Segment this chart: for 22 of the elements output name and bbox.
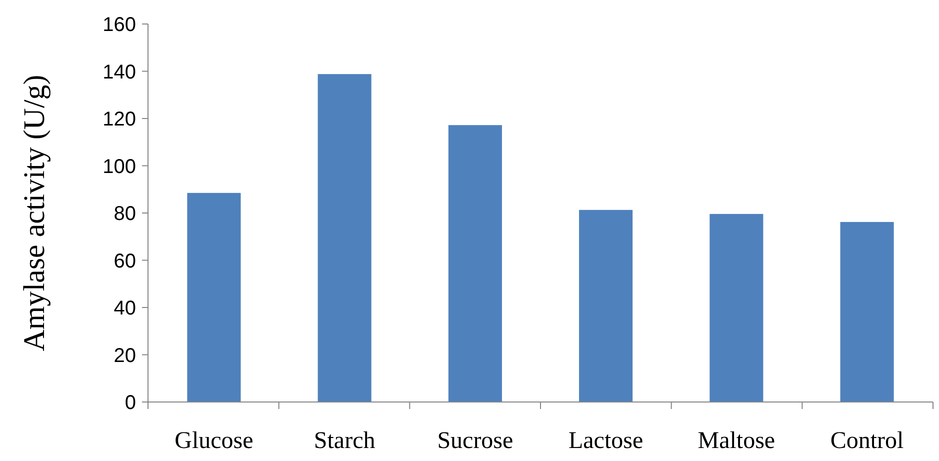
bar [187,192,241,402]
bar [840,222,894,402]
x-tick-label: Sucrose [437,428,514,454]
x-tick-label: Maltose [698,428,776,454]
y-tick-label: 60 [114,250,136,272]
x-tick-label: Control [830,428,904,454]
y-axis-title: Amylase activity (U/g) [18,74,51,352]
y-tick-label: 80 [114,203,136,225]
y-tick-label: 120 [102,108,136,130]
x-tick-label: Starch [314,428,376,454]
y-tick-label: 20 [114,344,136,367]
y-tick-label: 0 [124,392,136,414]
y-tick-label: 100 [102,156,136,178]
y-tick-label: 160 [102,14,136,36]
bar [710,214,764,402]
bar [318,74,372,402]
x-tick-label: Glucose [174,428,254,454]
bar [579,210,633,402]
y-tick-label: 40 [114,298,136,320]
bar [448,125,502,402]
x-tick-label: Lactose [568,428,644,454]
y-tick-label: 140 [102,61,136,84]
